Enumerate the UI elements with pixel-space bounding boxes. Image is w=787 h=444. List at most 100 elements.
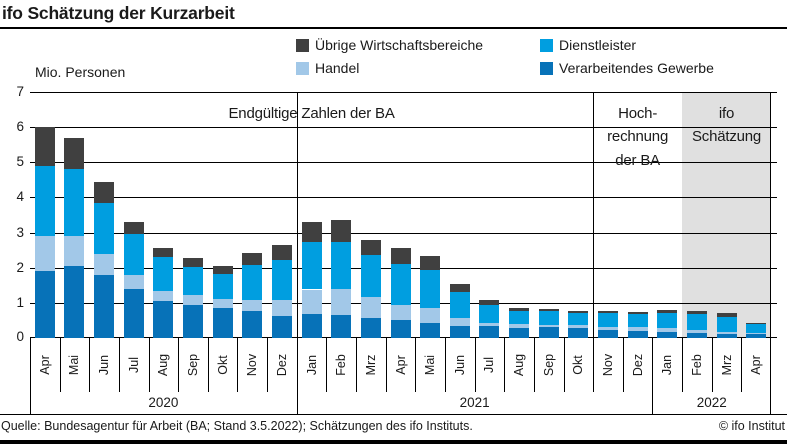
gridline (30, 233, 771, 234)
year-label: 2021 (459, 395, 490, 410)
month-tick (386, 338, 387, 392)
bar-segment (509, 308, 529, 311)
bar-segment (746, 323, 766, 333)
month-tick (30, 338, 31, 392)
bar-segment (539, 309, 559, 312)
bar-segment (717, 331, 737, 335)
bar-segment (598, 326, 618, 330)
bar-segment (479, 322, 499, 327)
month-tick (149, 338, 150, 392)
bar-segment (450, 283, 470, 293)
month-label-text: Jul (482, 357, 497, 373)
bar-segment (391, 264, 411, 305)
bar-segment (242, 264, 262, 301)
month-tick (445, 338, 446, 392)
bar-segment (35, 127, 55, 166)
bar-segment (213, 274, 233, 299)
legend-item-handel: Handel (296, 60, 540, 76)
month-tick (475, 338, 476, 392)
right-axis-tick (771, 303, 777, 304)
bar-segment (64, 236, 84, 266)
bar-segment (94, 253, 114, 275)
y-axis-tick-labels: 0 1 2 3 4 5 6 7 (0, 84, 24, 344)
month-label-text: Jan (304, 354, 319, 376)
y-tick-label: 1 (16, 295, 24, 310)
bar-segment (657, 328, 677, 332)
bar-segment (391, 320, 411, 338)
bar-segment (450, 325, 470, 338)
region-label-0: Endgültige Zahlen der BA (228, 105, 395, 122)
bar-segment (657, 312, 677, 329)
month-tick (534, 338, 535, 392)
year-separator (297, 392, 298, 414)
month-label-text: Mrz (363, 354, 378, 376)
legend-swatch-verarbeitendes-gewerbe-icon (540, 61, 553, 75)
month-label-text: Apr (37, 355, 52, 375)
month-tick (60, 338, 61, 392)
month-label-text: Sep (541, 353, 556, 377)
month-label-text: Apr (749, 355, 764, 375)
month-label-text: Dez (274, 353, 289, 377)
x-axis-year-labels: 2020 2021 2022 (30, 392, 771, 414)
bar-segment (183, 304, 203, 338)
bar-segment (479, 299, 499, 305)
month-label-text: Feb (334, 354, 349, 376)
bar-segment (687, 329, 707, 334)
bar-segment (420, 307, 440, 324)
month-tick (623, 338, 624, 392)
month-tick (682, 338, 683, 392)
legend-label: Handel (315, 60, 360, 76)
bar-segment (64, 137, 84, 170)
bar-segment (628, 312, 648, 314)
page-title: ifo Schätzung der Kurzarbeit (2, 3, 235, 23)
bar-segment (331, 315, 351, 338)
bar-segment (213, 298, 233, 309)
legend-label: Verarbeitendes Gewerbe (559, 60, 714, 76)
bar-segment (153, 290, 173, 302)
bar-segment (94, 202, 114, 254)
month-tick (712, 338, 713, 392)
month-label-text: Jun (452, 354, 467, 376)
bar-segment (568, 313, 588, 325)
bar-segment (64, 265, 84, 338)
bar-segment (272, 316, 292, 338)
bar-segment (450, 318, 470, 326)
bar-segment (272, 244, 292, 260)
bar-segment (657, 309, 677, 313)
bar-segment (479, 326, 499, 338)
year-separator (652, 392, 653, 414)
month-label-text: Mai (67, 354, 82, 376)
bar-segment (302, 242, 322, 290)
month-label-text: Jun (97, 354, 112, 376)
region-divider (297, 92, 298, 338)
bar-segment (213, 265, 233, 275)
month-label-text: Feb (689, 354, 704, 376)
month-tick (297, 338, 298, 392)
month-label-text: Mrz (719, 354, 734, 376)
right-axis-tick (771, 127, 777, 128)
legend-swatch-handel-icon (296, 61, 309, 75)
right-axis-tick (771, 233, 777, 234)
forecast-shaded-region (682, 93, 771, 338)
bar-segment (746, 332, 766, 335)
month-label-text: Okt (215, 355, 230, 375)
month-label-text: Aug (512, 353, 527, 377)
bar-segment (272, 300, 292, 317)
month-label-text: Dez (630, 353, 645, 377)
bar-segment (687, 333, 707, 338)
bar-segment (539, 324, 559, 327)
month-label-text: Jul (126, 357, 141, 373)
bar-segment (717, 334, 737, 338)
bar-segment (35, 165, 55, 237)
month-label-text: Sep (186, 353, 201, 377)
chart-legend: Übrige Wirtschaftsbereiche Dienstleister… (296, 37, 714, 76)
right-axis-tick (771, 337, 777, 338)
y-tick-label: 6 (16, 119, 24, 134)
month-tick (237, 338, 238, 392)
month-label-text: Apr (393, 355, 408, 375)
month-label-text: Nov (600, 353, 615, 377)
bar-segment (242, 300, 262, 311)
x-axis-month-labels: Apr Mai Jun Jul Aug Sep Okt Nov Dez Jan Feb Mrz Apr M… (30, 338, 771, 392)
footer-divider (0, 414, 787, 415)
region-label-1: Hoch- rechnung der BA (607, 105, 669, 169)
